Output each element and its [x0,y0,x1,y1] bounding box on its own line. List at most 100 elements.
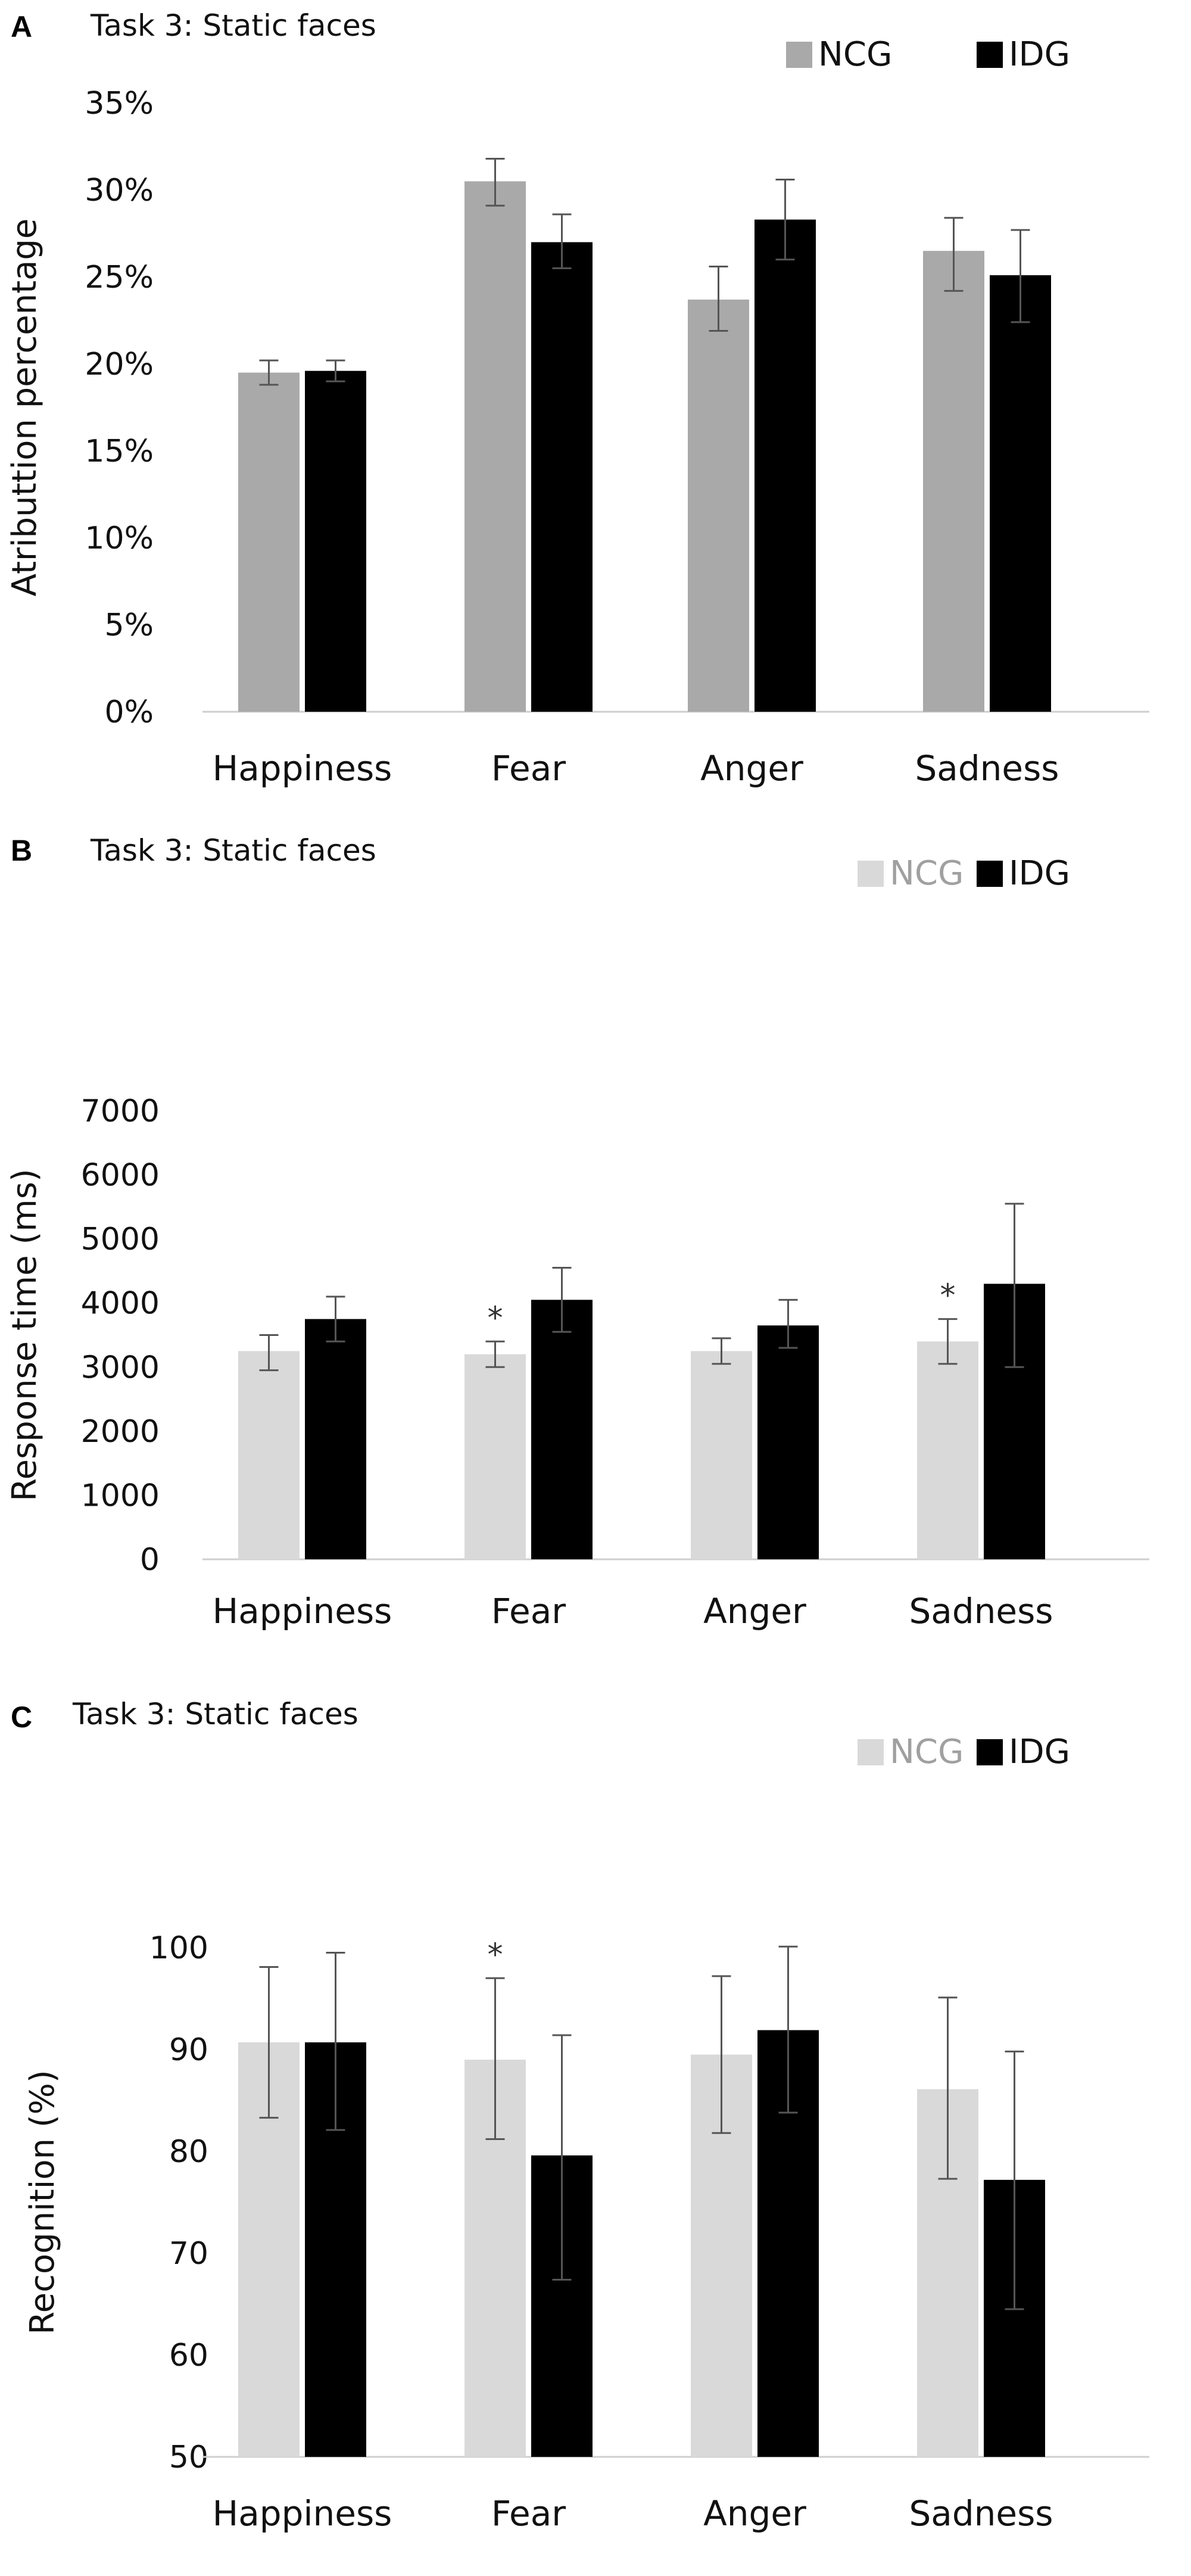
error-bar-ncg-sadness [938,1996,958,2180]
bar-ncg-sadness [917,1341,978,1559]
error-bar-idg-anger [778,1945,798,2114]
legend-entry-ncg: NCG [858,1733,964,1771]
y-tick-label: 5000 [81,1222,160,1257]
y-tick-label: 2000 [81,1414,160,1450]
bar-idg-sadness [990,275,1051,712]
x-category-label: Happiness [213,1591,392,1631]
y-axis-title: Atributtion percentage [5,219,44,597]
legend-label: NCG [890,1733,964,1771]
error-bar-ncg-fear [485,1340,505,1368]
y-tick-label: 7000 [81,1094,160,1129]
bar-idg-anger [757,1325,819,1559]
bar-ncg-fear [464,181,526,712]
legend-label: NCG [890,854,964,893]
y-tick-label: 80 [169,2134,208,2170]
bar-ncg-fear [464,1354,526,1559]
error-bar-ncg-happiness [259,1966,279,2119]
panel-letter: A [11,10,32,43]
x-category-label: Fear [491,748,566,789]
legend-entry-idg: IDG [977,1733,1070,1771]
y-tick-label: 35% [85,86,154,122]
significance-marker: * [940,1278,956,1314]
legend-entry-idg: IDG [977,35,1070,74]
significance-marker: * [488,1937,503,1973]
x-category-label: Sadness [909,1591,1053,1631]
legend-swatch [977,1739,1003,1765]
error-bar-idg-sadness [1005,2050,1024,2310]
legend-entry-ncg: NCG [858,854,964,893]
error-bar-ncg-sadness [938,1318,958,1365]
y-tick-label: 70 [169,2236,208,2272]
bar-idg-fear [531,1300,593,1559]
y-tick-label: 20% [85,347,154,382]
significance-marker: * [488,1300,503,1336]
error-bar-idg-fear [552,2034,572,2281]
error-bar-idg-anger [778,1298,798,1349]
error-bar-idg-happiness [326,1295,345,1342]
x-category-label: Happiness [213,2493,392,2534]
y-tick-label: 6000 [81,1158,160,1194]
panel-letter: B [11,834,32,867]
bar-ncg-happiness [238,1351,300,1559]
y-tick-label: 100 [149,1930,208,1966]
panel-title: Task 3: Static faces [72,1697,358,1731]
bar-idg-fear [531,242,593,712]
y-tick-label: 90 [169,2032,208,2068]
y-tick-label: 30% [85,173,154,208]
panel-title: Task 3: Static faces [90,8,376,43]
x-category-label: Anger [703,2493,806,2534]
bar-idg-happiness [305,370,366,712]
y-tick-label: 10% [85,521,154,556]
error-bar-idg-fear [552,1267,572,1333]
y-tick-label: 15% [85,434,154,469]
y-axis-title: Recognition (%) [23,2070,62,2334]
legend-label: IDG [1009,35,1070,74]
y-tick-label: 3000 [81,1350,160,1385]
bar-idg-happiness [305,1319,366,1559]
error-bar-ncg-anger [712,1337,731,1365]
x-category-label: Fear [491,2493,566,2534]
legend-swatch [977,42,1003,68]
error-bar-idg-sadness [1011,229,1030,323]
x-category-label: Happiness [213,748,392,789]
panel-c: C Task 3: Static faces NCG IDG 50 60 70 80 90 100… [11,1697,1149,2534]
error-bar-ncg-fear [485,1977,505,2140]
y-tick-label: 0% [105,694,154,730]
x-category-label: Anger [700,748,803,789]
y-tick-label: 4000 [81,1286,160,1322]
panel-title: Task 3: Static faces [90,833,376,868]
legend-label: NCG [818,35,892,74]
error-bar-idg-sadness [1005,1203,1024,1368]
error-bar-idg-happiness [326,1952,345,2131]
bar-ncg-anger [691,1351,752,1559]
y-tick-label: 1000 [81,1478,160,1513]
x-category-label: Anger [703,1591,806,1631]
error-bar-idg-fear [552,213,572,269]
error-bar-idg-anger [775,178,795,261]
bar-ncg-happiness [238,372,300,712]
y-tick-label: 25% [85,260,154,295]
legend-swatch [977,861,1003,887]
y-tick-label: 5% [105,608,154,643]
legend-swatch [858,1739,884,1765]
error-bar-ncg-happiness [259,1334,279,1372]
legend-entry-ncg: NCG [786,35,892,74]
legend-label: IDG [1009,854,1070,893]
bar-ncg-anger [688,299,749,712]
error-bar-idg-happiness [326,359,345,382]
y-tick-label: 50 [169,2440,208,2475]
error-bar-ncg-anger [709,265,728,332]
y-tick-label: 0 [140,1542,160,1578]
error-bar-ncg-happiness [259,359,279,386]
y-tick-label: 60 [169,2338,208,2373]
y-axis-title: Response time (ms) [5,1169,44,1502]
x-category-label: Sadness [909,2493,1053,2534]
bar-idg-anger [754,219,816,712]
error-bar-ncg-anger [712,1975,731,2134]
legend-swatch [858,861,884,887]
bar-ncg-sadness [923,251,984,712]
panel-b: B Task 3: Static faces NCG IDG 0 1000 2000 3000… [5,833,1149,1631]
panel-a: A Task 3: Static faces NCG IDG 0% 5% 10% 15% 20%… [5,8,1149,789]
legend-label: IDG [1009,1733,1070,1771]
